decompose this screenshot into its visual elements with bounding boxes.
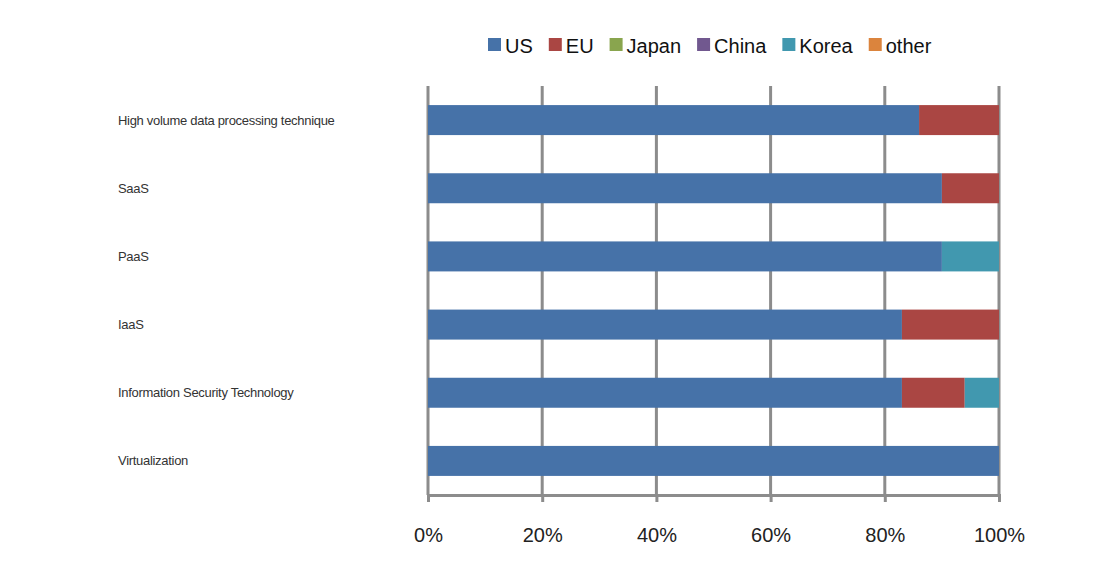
bar-segment [999,310,1000,340]
legend-swatch [869,38,882,51]
grid-line [883,86,886,495]
bar-segment [942,241,999,271]
bar-segment [999,173,1000,203]
grid-line [541,86,544,495]
bar-segment [999,310,1000,340]
bar-segment [999,241,1000,271]
legend-swatch [782,38,795,51]
legend-label: US [505,35,533,57]
bar-segment [999,446,1000,476]
chart: 0% 20% 40% 60% 80% 100% High volume data proce… [0,0,1106,567]
axis-line [429,496,1000,503]
category-label: Information Security Technology [118,385,294,400]
bar-segment [999,446,1000,476]
grid-line [427,86,430,495]
bar-segment [999,105,1000,135]
grid [428,86,999,495]
tick-mark [770,495,773,502]
grid-line [998,86,1001,495]
tick-mark [541,495,544,502]
bar-segment [428,446,999,476]
bar-segment [902,378,965,408]
tick: 100% [974,495,1025,546]
legend-label: Japan [627,35,682,57]
bar-segment [999,378,1000,408]
legend-item: Japan [610,35,682,57]
tick-label: 100% [974,524,1025,546]
y-axis: High volume data processing technique Saa… [118,113,335,469]
legend-label: EU [566,35,594,57]
legend-item: China [697,35,767,57]
bar-segment [428,310,902,340]
bar-segment [999,310,1000,340]
tick: 40% [637,495,677,546]
grid-line [655,86,658,495]
legend-item: other [869,35,932,57]
bar-segment [999,173,1000,203]
legend-swatch [488,38,501,51]
tick-mark [884,495,887,502]
bar-segment [999,446,1000,476]
bar-segment [965,378,999,408]
tick: 0% [414,495,443,546]
legend-item: EU [549,35,594,57]
category-label: PaaS [118,249,149,264]
bar-segment [999,446,1000,476]
legend-swatch [549,38,562,51]
legend-swatch [610,38,623,51]
bar-segment [999,105,1000,135]
tick-mark [655,495,658,502]
category-label: Virtualization [118,453,188,468]
legend-item: Korea [782,35,853,57]
legend: US EU Japan China Korea other [488,35,932,57]
bar-segment [428,105,919,135]
tick-label: 40% [637,524,677,546]
tick-mark [998,495,1001,502]
legend-item: US [488,35,533,57]
x-axis: 0% 20% 40% 60% 80% 100% [414,495,1025,546]
legend-label: China [714,35,767,57]
tick: 60% [751,495,791,546]
bar-segment [999,173,1000,203]
category-label: SaaS [118,181,149,196]
grid-line [769,86,772,495]
bars [428,105,999,476]
category-label: IaaS [118,317,144,332]
tick-mark [427,495,430,502]
tick-label: 0% [414,524,443,546]
bar-segment [942,173,999,203]
tick-label: 20% [523,524,563,546]
bar-segment [428,173,942,203]
bar-segment [428,241,942,271]
bar-segment [999,105,1000,135]
category-label: High volume data processing technique [118,113,335,128]
bar-segment [999,173,1000,203]
bar-segment [919,105,999,135]
bar-segment [999,105,1000,135]
tick-label: 60% [751,524,791,546]
bar-segment [999,446,1000,476]
legend-label: other [886,35,932,57]
tick-label: 80% [865,524,905,546]
bar-segment [902,310,999,340]
tick: 20% [523,495,563,546]
bar-segment [428,378,902,408]
legend-swatch [697,38,710,51]
legend-label: Korea [799,35,853,57]
tick: 80% [865,495,905,546]
bar-segment [999,310,1000,340]
